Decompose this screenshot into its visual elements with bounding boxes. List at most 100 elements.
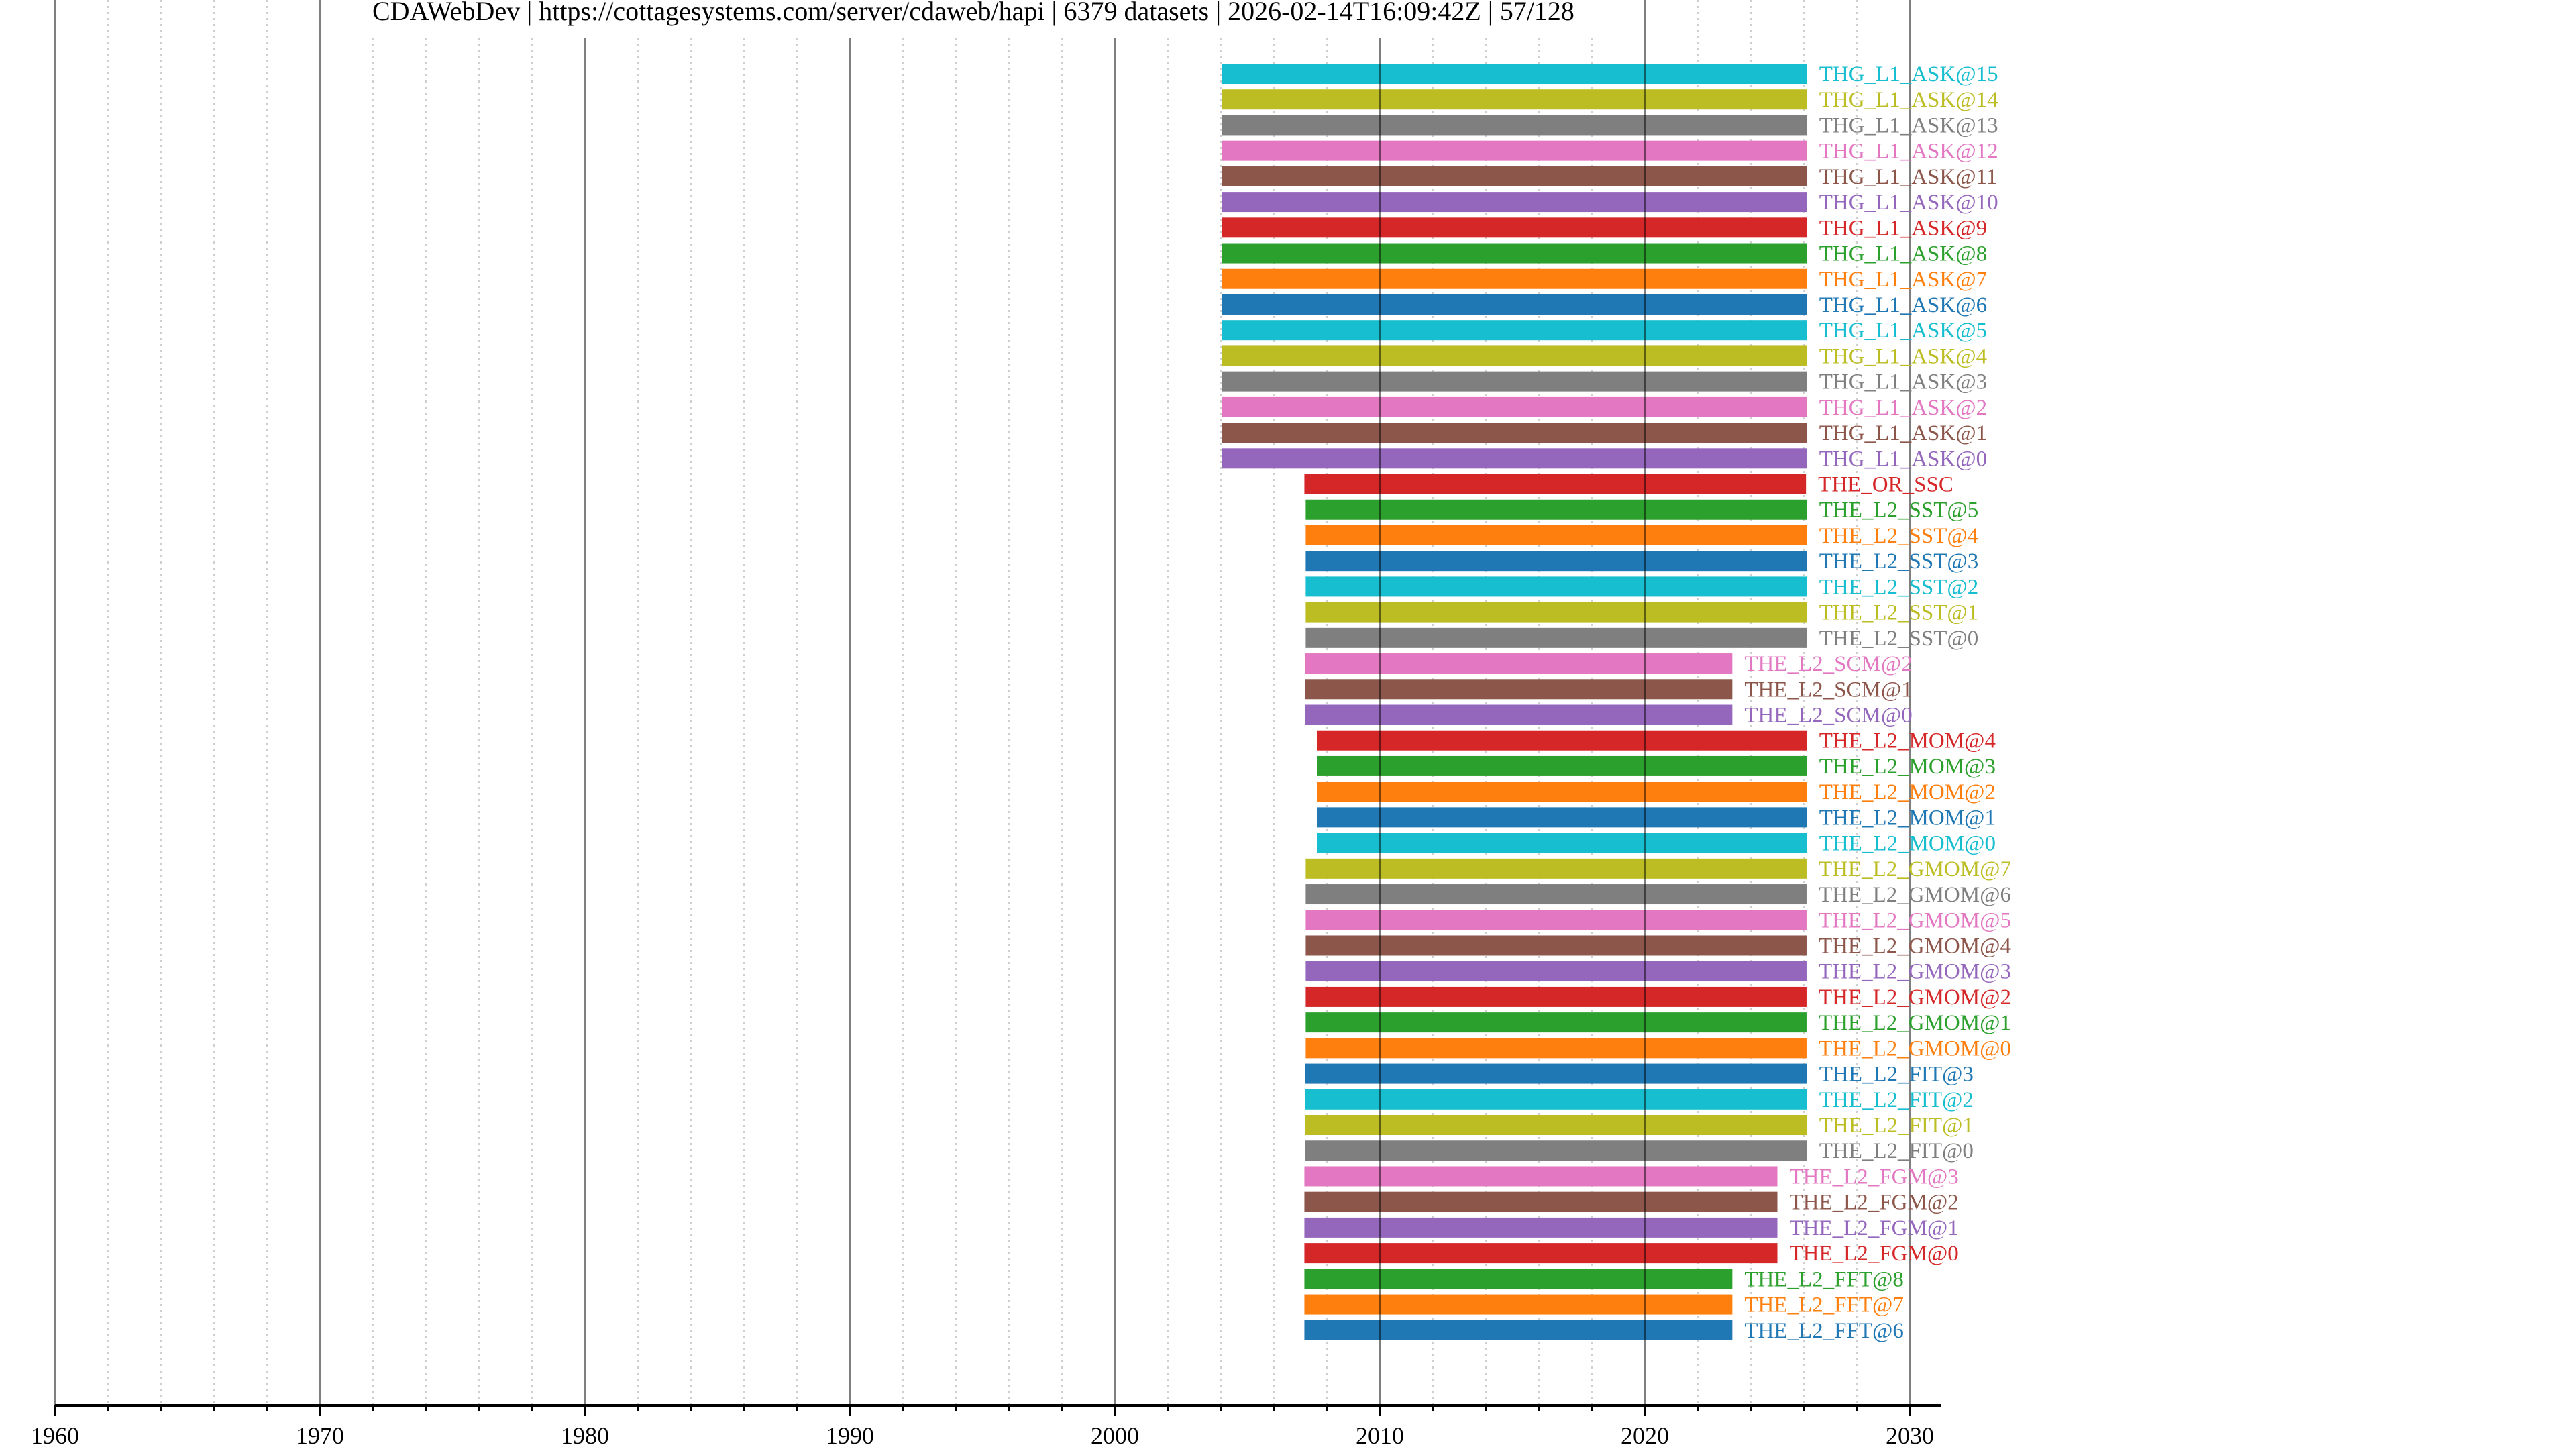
bar-label: THG_L1_ASK@5 — [1819, 319, 1987, 343]
bar-label: THE_L2_GMOM@3 — [1819, 960, 2011, 984]
bar-label: THE_L2_GMOM@1 — [1819, 1011, 2011, 1035]
bar-label: THG_L1_ASK@15 — [1819, 62, 1998, 87]
timeline-bar — [1305, 910, 1807, 930]
bar-label: THE_L2_FIT@0 — [1819, 1139, 1974, 1163]
bar-label: THE_L2_SST@0 — [1819, 627, 1979, 651]
bar-label: THE_OR_SSC — [1818, 473, 1953, 497]
bar-label: THE_L2_GMOM@5 — [1819, 908, 2011, 932]
bar-label: THE_L2_SST@2 — [1819, 575, 1979, 599]
timeline-bar — [1316, 833, 1807, 853]
timeline-bar — [1222, 140, 1807, 161]
timeline-bar — [1305, 525, 1807, 545]
timeline-bar — [1305, 884, 1807, 905]
bars — [1222, 64, 1807, 1340]
bar-label: THE_L2_FFT@6 — [1744, 1319, 1904, 1343]
timeline-bar — [1222, 192, 1807, 213]
timeline-bar — [1305, 858, 1807, 879]
bar-label: THE_L2_MOM@0 — [1819, 832, 1996, 856]
bar-label: THE_L2_SCM@1 — [1744, 678, 1912, 702]
bar-label: THG_L1_ASK@10 — [1819, 191, 1998, 215]
bar-label: THG_L1_ASK@9 — [1819, 216, 1987, 240]
bar-label: THE_L2_SST@3 — [1819, 549, 1979, 574]
timeline-bar — [1305, 653, 1733, 674]
bar-label: THE_L2_FFT@8 — [1744, 1267, 1904, 1291]
timeline-bar — [1222, 89, 1807, 110]
bar-label: THE_L2_SST@1 — [1819, 601, 1979, 625]
x-tick-label: 2010 — [1356, 1422, 1404, 1449]
timeline-bar — [1222, 115, 1807, 136]
x-axis: 1960 1970 1980 1990 2000 2010 2020 2030 — [31, 1404, 1941, 1449]
x-tick-label: 1960 — [31, 1422, 79, 1449]
bar-label: THE_L2_FGM@1 — [1790, 1216, 1959, 1240]
timeline-bar — [1305, 704, 1733, 725]
timeline-bar — [1222, 320, 1807, 341]
timeline-bar — [1304, 1191, 1778, 1212]
timeline-bar — [1305, 1038, 1807, 1059]
bar-label: THE_L2_SCM@2 — [1744, 652, 1912, 676]
bar-label: THG_L1_ASK@7 — [1819, 268, 1987, 292]
bar-label: THE_L2_GMOM@7 — [1819, 857, 2011, 881]
timeline-bar — [1304, 1217, 1778, 1238]
bar-label: THG_L1_ASK@12 — [1819, 140, 1998, 164]
bar-label: THE_L2_FGM@0 — [1790, 1242, 1959, 1266]
bar-label: THG_L1_ASK@11 — [1819, 165, 1998, 189]
bar-label: THG_L1_ASK@13 — [1819, 113, 1998, 138]
bar-label: THG_L1_ASK@6 — [1819, 293, 1987, 317]
bar-label: THG_L1_ASK@0 — [1819, 447, 1987, 471]
chart-title: CDAWebDev | https://cottagesystems.com/s… — [372, 0, 1574, 26]
timeline-bar — [1305, 627, 1807, 648]
x-tick-label: 1990 — [826, 1422, 874, 1449]
timeline-bar — [1305, 551, 1807, 572]
bar-label: THE_L2_FGM@2 — [1790, 1191, 1959, 1215]
timeline-bar — [1304, 1269, 1733, 1289]
bar-label: THE_L2_FIT@1 — [1819, 1114, 1974, 1138]
bar-label: THE_L2_MOM@3 — [1819, 755, 1996, 779]
timeline-bar — [1222, 448, 1807, 469]
x-tick-label: 1980 — [561, 1422, 609, 1449]
bar-label: THE_L2_SST@5 — [1819, 498, 1979, 523]
timeline-bar — [1316, 807, 1807, 828]
x-axis-tick-labels: 1960 1970 1980 1990 2000 2010 2020 2030 — [31, 1422, 1934, 1449]
bar-label: THE_L2_FIT@2 — [1819, 1088, 1974, 1112]
bar-label: THG_L1_ASK@8 — [1819, 242, 1987, 266]
timeline-bar — [1305, 499, 1807, 520]
timeline-bar — [1316, 730, 1807, 751]
timeline-bar — [1305, 1012, 1807, 1033]
title-background — [362, 0, 1630, 38]
timeline-bar — [1222, 396, 1807, 417]
timeline-bar — [1305, 1140, 1807, 1161]
x-tick-label: 2000 — [1091, 1422, 1139, 1449]
bar-label: THE_L2_FGM@3 — [1790, 1165, 1959, 1189]
timeline-bar — [1304, 1243, 1778, 1264]
timeline-bar — [1304, 1294, 1733, 1315]
timeline-bar — [1316, 755, 1807, 776]
timeline-bar — [1222, 243, 1807, 264]
x-tick-label: 2020 — [1621, 1422, 1669, 1449]
timeline-bar — [1304, 474, 1807, 494]
timeline-bar — [1222, 423, 1807, 443]
timeline-bar — [1305, 986, 1807, 1007]
bar-label: THE_L2_MOM@2 — [1819, 780, 1996, 804]
x-axis-ticks — [54, 1405, 1911, 1416]
timeline-bar — [1305, 602, 1807, 623]
bar-labels: THG_L1_ASK@15THG_L1_ASK@14THG_L1_ASK@13T… — [1744, 62, 2011, 1343]
bar-label: THG_L1_ASK@14 — [1819, 88, 1998, 112]
timeline-bar — [1222, 294, 1807, 315]
bar-label: THE_L2_GMOM@0 — [1819, 1036, 2011, 1061]
timeline-bar — [1305, 1115, 1807, 1136]
timeline-bar — [1222, 345, 1807, 366]
bar-label: THG_L1_ASK@2 — [1819, 396, 1987, 420]
bar-label: THE_L2_GMOM@6 — [1819, 883, 2011, 907]
bar-label: THE_L2_MOM@1 — [1819, 806, 1996, 830]
major-gridlines — [54, 0, 1911, 1405]
timeline-bar — [1222, 268, 1807, 289]
bar-label: THG_L1_ASK@3 — [1819, 370, 1987, 394]
timeline-bar — [1222, 166, 1807, 186]
timeline-bar — [1304, 1320, 1733, 1340]
bar-label: THE_L2_FFT@7 — [1744, 1293, 1904, 1318]
bar-label: THE_L2_MOM@4 — [1819, 729, 1996, 753]
timeline-bar — [1305, 1063, 1807, 1084]
timeline-bar — [1222, 217, 1807, 238]
